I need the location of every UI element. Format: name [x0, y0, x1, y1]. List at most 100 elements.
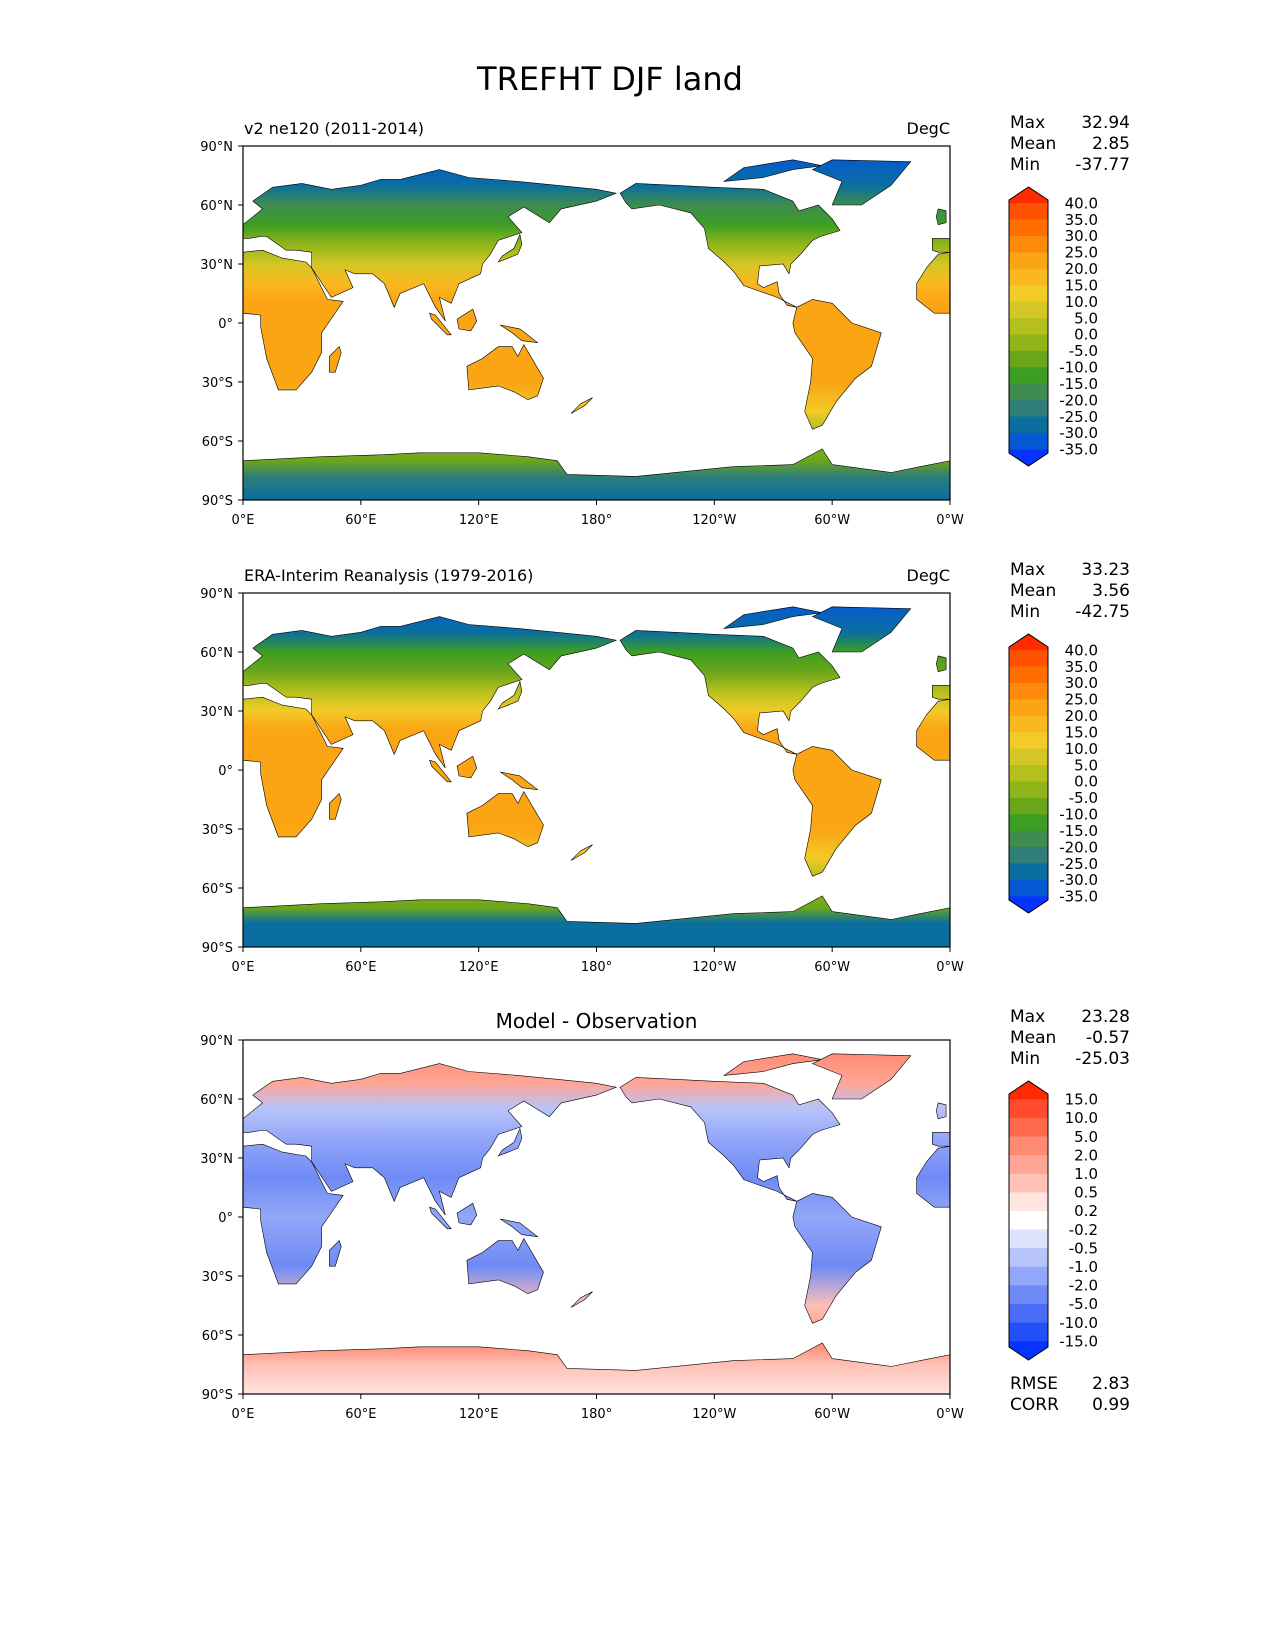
map-panel-1: 0°E 60°E 120°E 180° 120°W 60°W 0°W 90°N 60°N 30°N…: [200, 113, 1130, 528]
colorbar-level: [1008, 765, 1049, 782]
colorbar: 40.035.030.025.020.015.010.05.00.0-5.0-1…: [1008, 186, 1098, 467]
colorbar-level: [1008, 715, 1049, 733]
colorbar-level: [1008, 1210, 1049, 1231]
colorbar-tick-label: 0.0: [1074, 773, 1098, 791]
y-tick-label: 60°S: [202, 882, 233, 897]
land-greenland: [811, 606, 912, 653]
colorbar-outline: [1008, 186, 1049, 467]
stat-value: -0.57: [1086, 1028, 1130, 1048]
colorbar-tick-label: -25.0: [1059, 855, 1098, 873]
colorbar-tick-label: -10.0: [1059, 1314, 1098, 1332]
x-tick-label: 60°E: [345, 960, 376, 975]
land-antarctica: [242, 448, 951, 501]
x-tick-label: 180°: [581, 1407, 612, 1422]
colorbar-level: [1008, 367, 1049, 385]
land-namerica: [619, 1077, 841, 1202]
y-tick-label: 60°S: [202, 435, 233, 450]
metric-value: 2.83: [1092, 1374, 1130, 1394]
colorbar-level: [1008, 748, 1049, 766]
y-tick-label: 30°N: [200, 705, 233, 720]
y-tick-label: 30°S: [202, 823, 233, 838]
stat-label: Min: [1010, 602, 1040, 622]
map-panel-2: 0°E 60°E 120°E 180° 120°W 60°W 0°W 90°N 60°N 30°N…: [200, 560, 1130, 975]
land-iberia: [932, 1132, 951, 1147]
colorbar-tick-label: -25.0: [1059, 408, 1098, 426]
colorbar-tick-label: 35.0: [1065, 658, 1098, 676]
colorbar-level: [1008, 1303, 1049, 1324]
x-tick-label: 60°W: [814, 513, 850, 528]
land-eurasia: [242, 169, 618, 322]
x-tick-label: 120°W: [692, 960, 736, 975]
land-africa: [242, 696, 344, 838]
metric-value: 0.99: [1092, 1395, 1130, 1415]
land-madagascar: [329, 1240, 342, 1267]
colorbar-tick-label: -30.0: [1059, 871, 1098, 889]
y-tick-label: 60°S: [202, 1329, 233, 1344]
panel-title: v2 ne120 (2011-2014): [244, 119, 424, 138]
colorbar-tick-label: -15.0: [1059, 822, 1098, 840]
colorbar-tick-label: 40.0: [1065, 641, 1098, 659]
colorbar-level: [1008, 699, 1049, 717]
land-madagascar: [329, 793, 342, 820]
colorbar-level: [1008, 1266, 1049, 1286]
colorbar-level: [1008, 1248, 1049, 1268]
panel-title: Model - Observation: [496, 1009, 698, 1033]
stat-label: Max: [1010, 1007, 1045, 1027]
y-tick-label: 0°: [218, 764, 233, 779]
colorbar-tick-label: 10.0: [1065, 1109, 1098, 1127]
colorbar-level: [1008, 432, 1049, 450]
x-tick-label: 120°W: [692, 513, 736, 528]
colorbar-tick-label: 5.0: [1074, 1128, 1098, 1146]
y-tick-label: 30°N: [200, 258, 233, 273]
colorbar-level: [1008, 666, 1049, 684]
x-tick-label: 180°: [581, 513, 612, 528]
land-australia: [466, 343, 544, 401]
colorbar-tick-label: 20.0: [1065, 260, 1098, 278]
land-newguinea: [500, 1218, 539, 1238]
land-eurasia: [242, 616, 618, 769]
land-japan: [497, 233, 523, 263]
colorbar-tick-label: 30.0: [1065, 227, 1098, 245]
land-japan: [497, 680, 523, 710]
colorbar-tick-label: -10.0: [1059, 806, 1098, 824]
colorbar-level: [1008, 1173, 1049, 1193]
land-sumatra: [429, 1206, 452, 1230]
colorbar-tick-label: 15.0: [1065, 1091, 1098, 1109]
colorbar-level: [1008, 203, 1049, 221]
land-uk: [935, 208, 947, 226]
colorbar-tick-label: 10.0: [1065, 740, 1098, 758]
colorbar-level: [1008, 863, 1049, 881]
land-sumatra: [429, 759, 452, 783]
colorbar-level: [1008, 1322, 1049, 1342]
colorbar-level: [1008, 896, 1049, 914]
panel-title: ERA-Interim Reanalysis (1979-2016): [244, 566, 533, 585]
stat-label: Max: [1010, 113, 1045, 133]
land-sumatra: [429, 312, 452, 336]
colorbar-level: [1008, 830, 1049, 848]
y-tick-label: 0°: [218, 1211, 233, 1226]
land-samerica: [792, 746, 882, 877]
stat-label: Min: [1010, 1049, 1040, 1069]
colorbar-tick-label: -15.0: [1059, 375, 1098, 393]
colorbar-tick-label: 0.2: [1074, 1202, 1098, 1220]
colorbar-level: [1008, 186, 1049, 204]
colorbar-tick-label: -30.0: [1059, 424, 1098, 442]
land-madagascar: [329, 346, 342, 373]
land-uk: [935, 1102, 947, 1120]
colorbar-level: [1008, 847, 1049, 865]
stat-value: 23.28: [1081, 1007, 1130, 1027]
land-japan: [497, 1127, 523, 1157]
colorbar-tick-label: 1.0: [1074, 1165, 1098, 1183]
land-arctic: [723, 159, 823, 182]
y-tick-label: 60°N: [200, 1093, 233, 1108]
colorbar-tick-label: 25.0: [1065, 244, 1098, 262]
colorbar-tick-label: 40.0: [1065, 194, 1098, 212]
colorbar-level: [1008, 732, 1049, 750]
stat-label: Mean: [1010, 1028, 1056, 1048]
colorbar-tick-label: 30.0: [1065, 674, 1098, 692]
colorbar-level: [1008, 301, 1049, 319]
colorbar-tick-label: -1.0: [1069, 1258, 1098, 1276]
panel-units: DegC: [907, 119, 951, 138]
land-africa: [242, 249, 344, 391]
colorbar-tick-label: 20.0: [1065, 707, 1098, 725]
